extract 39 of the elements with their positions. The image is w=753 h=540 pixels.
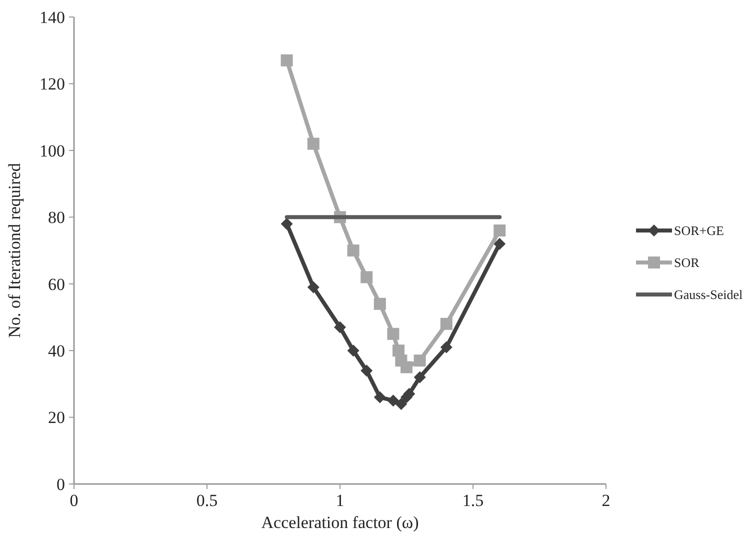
point <box>414 354 426 367</box>
point <box>360 364 373 377</box>
point <box>400 361 412 374</box>
point <box>347 344 360 357</box>
point <box>280 54 293 66</box>
point <box>374 298 386 310</box>
legend-label: SOR <box>674 255 700 270</box>
y-tick-label: 60 <box>48 274 65 294</box>
point <box>307 138 320 150</box>
legend-label: SOR+GE <box>674 223 724 238</box>
y-tick-label: 0 <box>56 474 65 494</box>
x-tick-label: 1 <box>336 491 344 510</box>
x-tick-label: 1.5 <box>462 491 484 510</box>
point <box>374 391 386 404</box>
x-tick-label: 2 <box>602 491 610 510</box>
point <box>414 371 426 384</box>
x-tick-label: 0.5 <box>196 491 218 510</box>
point <box>440 341 452 354</box>
x-tick-label: 0 <box>70 491 78 510</box>
y-tick-label: 120 <box>40 74 65 94</box>
point <box>360 271 373 284</box>
point <box>440 318 452 330</box>
y-tick-label: 80 <box>48 208 65 228</box>
y-tick-label: 20 <box>48 408 65 428</box>
point <box>387 328 400 340</box>
point <box>387 394 400 407</box>
y-tick-label: 40 <box>48 342 65 361</box>
point <box>347 244 360 256</box>
point <box>334 321 346 334</box>
point <box>494 224 506 236</box>
point <box>280 218 293 230</box>
legend-label: Gauss-Seidel <box>674 287 743 302</box>
point <box>494 238 506 250</box>
y-axis-title: No. of Iterationd required <box>5 162 24 338</box>
y-tick-label: 100 <box>40 141 65 160</box>
x-axis-title: Acceleration factor (ω) <box>261 513 419 532</box>
y-tick-label: 140 <box>40 8 65 27</box>
point <box>395 398 408 410</box>
point <box>307 281 320 294</box>
